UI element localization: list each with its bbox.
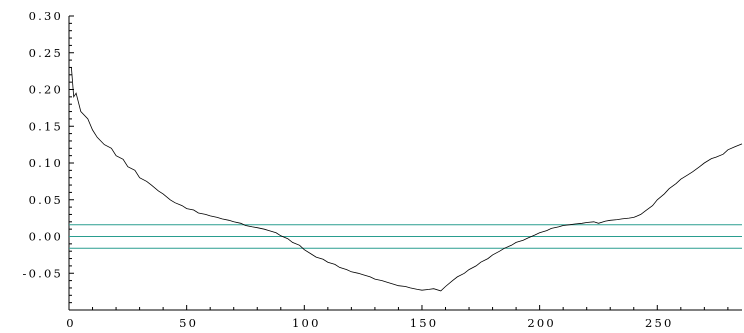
x-axis: 0 50 100 150 200 250 <box>66 305 742 330</box>
x-tick-label: 250 <box>645 316 674 330</box>
y-tick-label: 0.30 <box>29 9 63 23</box>
reference-lines <box>69 224 742 249</box>
y-tick-label: 0.15 <box>29 119 63 133</box>
y-tick-label: 0.05 <box>29 193 63 207</box>
x-tick-label: 100 <box>292 316 321 330</box>
x-ticks: 0 50 100 150 200 250 <box>66 305 729 330</box>
y-ticks: 0.30 0.25 0.20 0.15 0.10 0.05 0.00 -0.05 <box>23 9 74 311</box>
x-tick-label: 150 <box>410 316 439 330</box>
y-axis: 0.30 0.25 0.20 0.15 0.10 0.05 0.00 -0.05 <box>23 9 74 311</box>
y-tick-label: 0.25 <box>29 46 63 60</box>
x-tick-label: 200 <box>527 316 556 330</box>
y-tick-label: 0.20 <box>29 83 63 97</box>
x-tick-label: 50 <box>179 316 198 330</box>
y-tick-label: -0.05 <box>23 266 64 280</box>
y-tick-label: 0.10 <box>29 156 63 170</box>
plot-series <box>71 67 743 292</box>
y-tick-label: 0.00 <box>29 230 63 244</box>
x-tick-label: 0 <box>66 316 76 330</box>
series-line <box>71 67 743 292</box>
